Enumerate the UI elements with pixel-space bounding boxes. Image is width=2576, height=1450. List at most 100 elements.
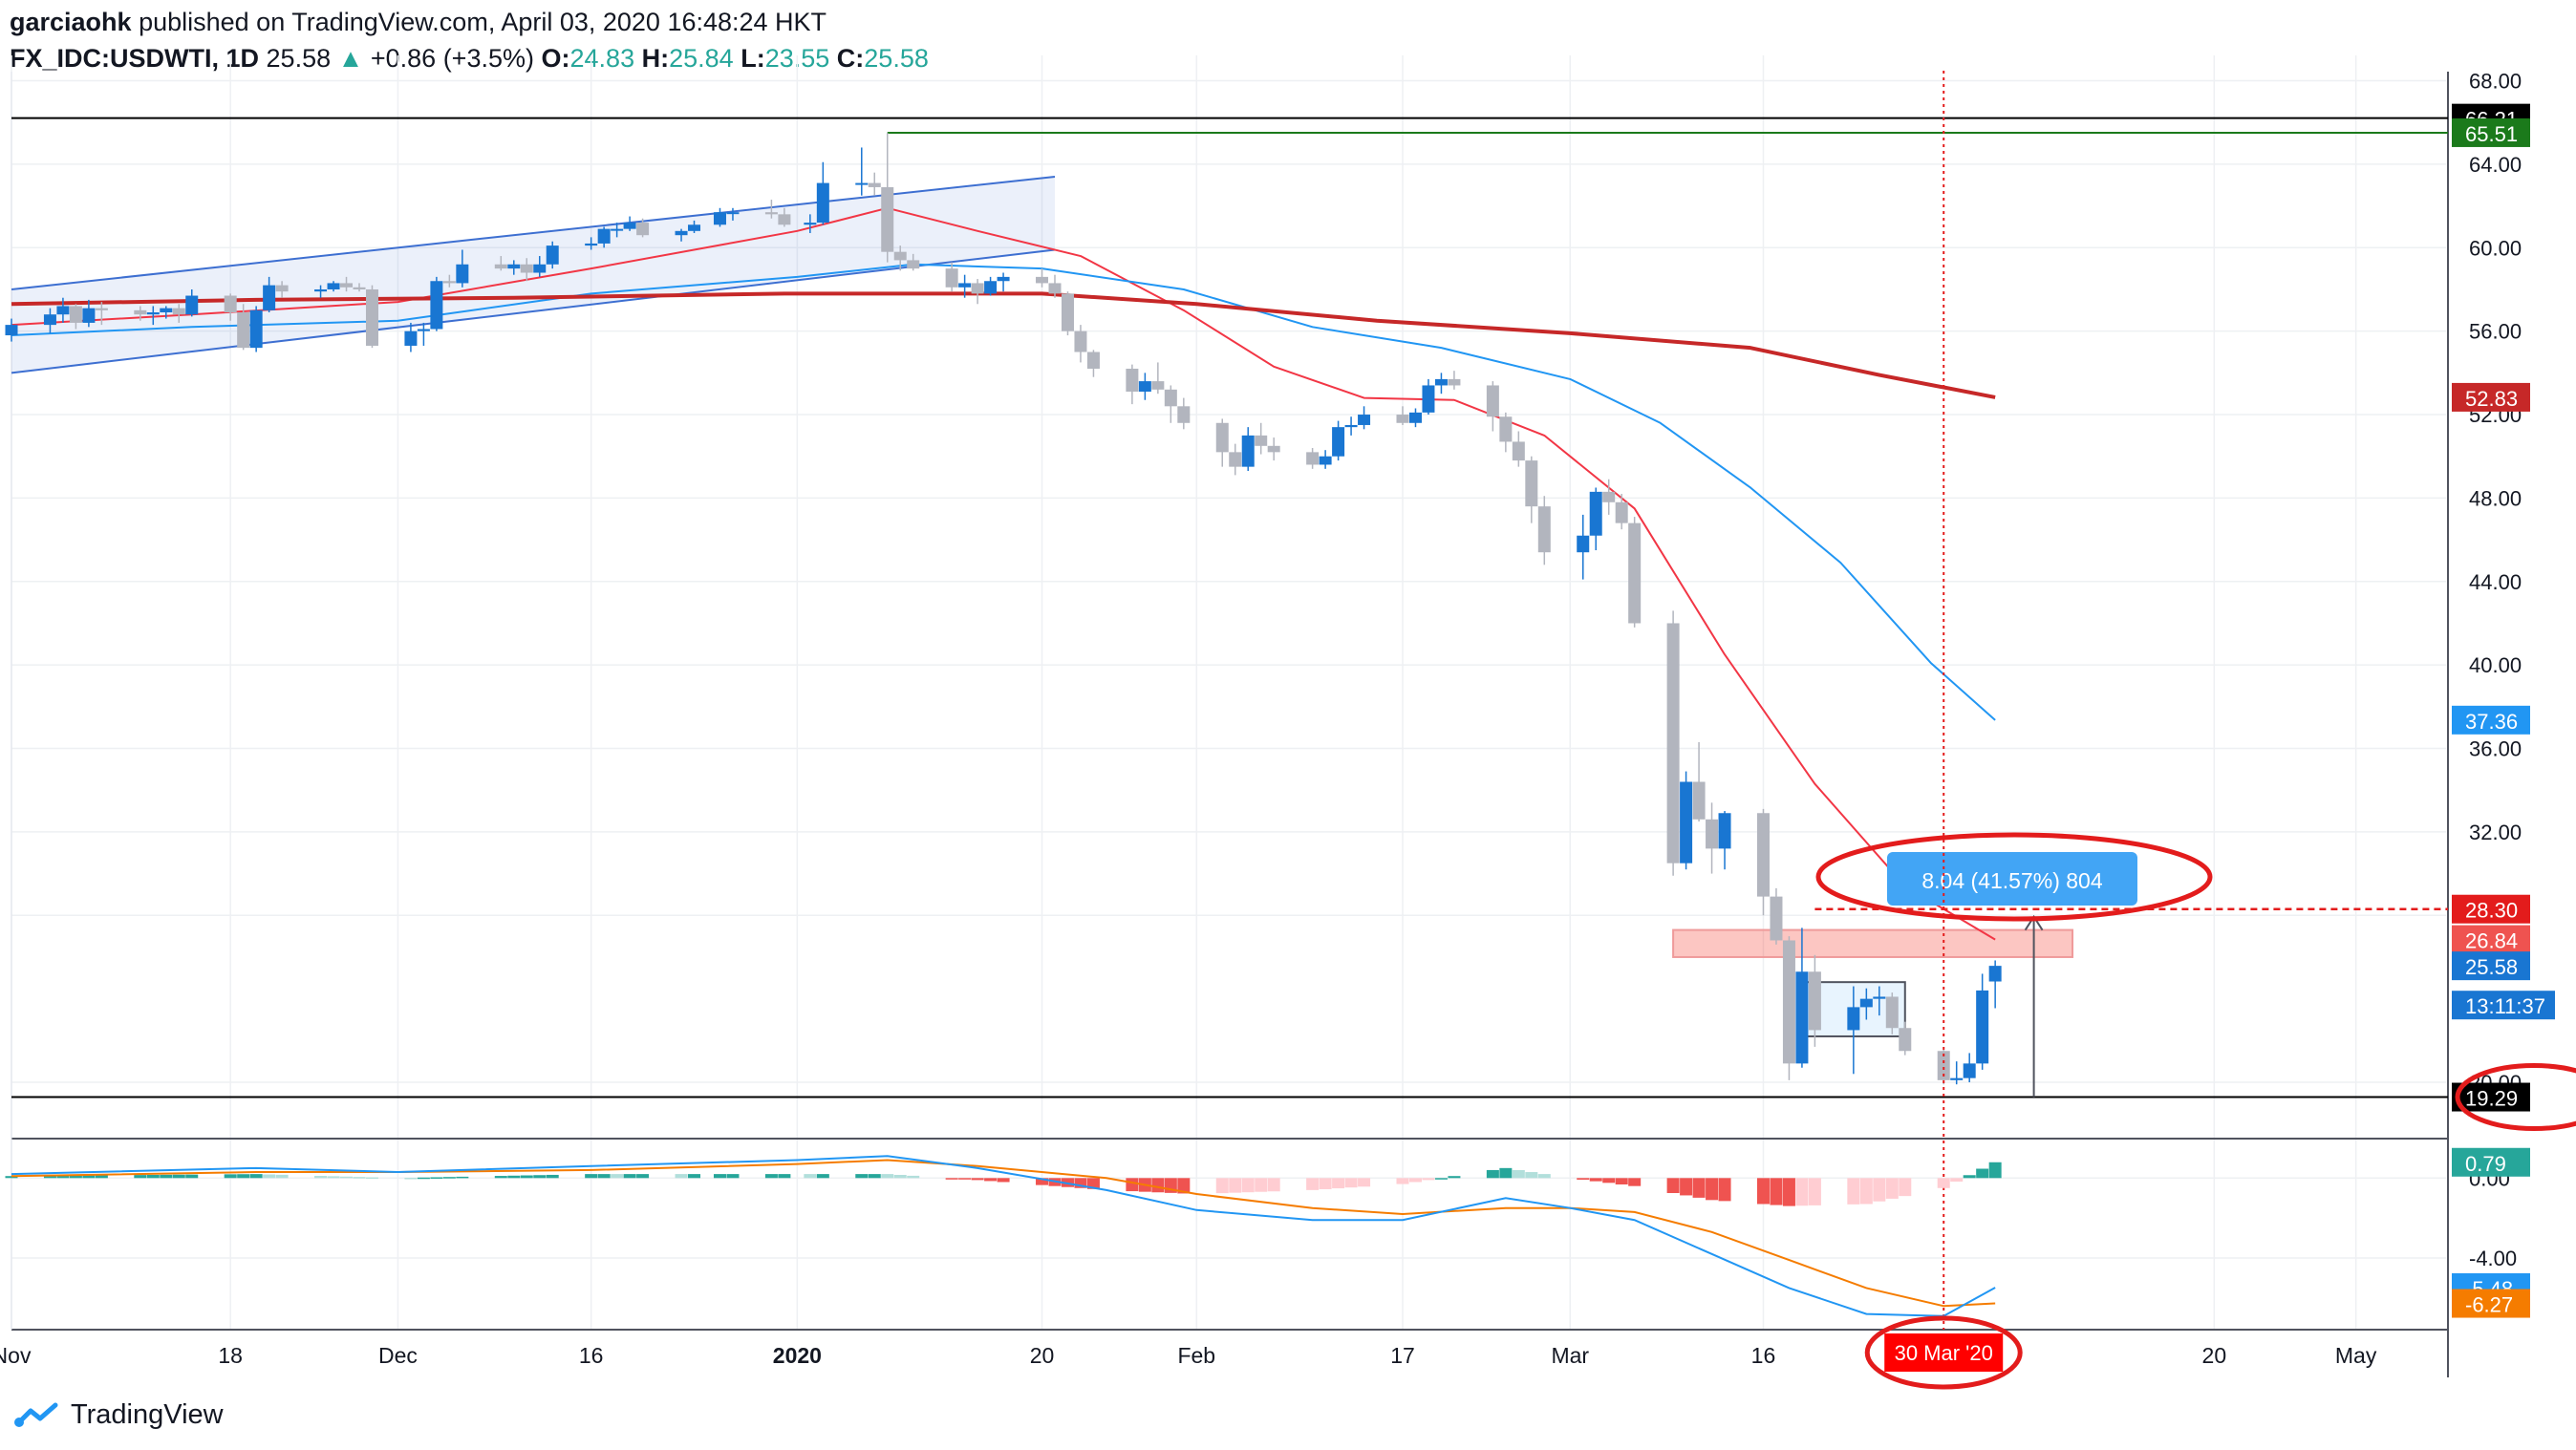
macd-histogram-bar[interactable] (623, 1174, 636, 1179)
candle-body[interactable] (1138, 381, 1151, 393)
candle-body[interactable] (1344, 424, 1358, 428)
candle-body[interactable] (327, 283, 340, 289)
candle-body[interactable] (907, 260, 920, 269)
candle-body[interactable] (958, 283, 972, 288)
candle-body[interactable] (1666, 623, 1680, 864)
macd-histogram-bar[interactable] (237, 1174, 250, 1179)
candle-body[interactable] (997, 276, 1010, 282)
candle-body[interactable] (507, 264, 521, 269)
macd-histogram-bar[interactable] (636, 1174, 650, 1179)
macd-histogram-bar[interactable] (314, 1176, 328, 1179)
macd-histogram-bar[interactable] (1344, 1178, 1358, 1188)
macd-histogram-bar[interactable] (533, 1175, 547, 1179)
macd-histogram-bar[interactable] (520, 1175, 533, 1179)
candle-body[interactable] (442, 281, 456, 284)
macd-histogram-bar[interactable] (69, 1175, 82, 1179)
macd-line[interactable] (11, 1155, 1996, 1317)
candle-body[interactable] (1988, 966, 2002, 982)
macd-histogram-bar[interactable] (456, 1176, 469, 1179)
macd-histogram-bar[interactable] (1319, 1178, 1332, 1189)
macd-histogram-bar[interactable] (726, 1174, 740, 1179)
macd-histogram-bar[interactable] (1795, 1178, 1809, 1206)
candle-body[interactable] (1126, 368, 1139, 393)
candle-body[interactable] (160, 308, 173, 313)
macd-histogram-bar[interactable] (1255, 1178, 1268, 1192)
macd-histogram-bar[interactable] (907, 1175, 920, 1179)
macd-histogram-bar[interactable] (1859, 1178, 1873, 1205)
macd-histogram-bar[interactable] (1525, 1172, 1538, 1179)
candle-body[interactable] (1512, 441, 1525, 461)
macd-histogram-bar[interactable] (1486, 1169, 1499, 1179)
macd-histogram-bar[interactable] (675, 1174, 688, 1179)
candle-body[interactable] (1306, 452, 1320, 465)
macd-histogram-bar[interactable] (263, 1174, 276, 1179)
candle-body[interactable] (1602, 491, 1616, 502)
candle-body[interactable] (533, 264, 547, 273)
macd-histogram-bar[interactable] (1499, 1167, 1513, 1179)
candle-body[interactable] (1589, 491, 1602, 536)
candle-body[interactable] (185, 295, 199, 315)
macd-histogram-bar[interactable] (1937, 1178, 1950, 1188)
macd-histogram-bar[interactable] (1692, 1178, 1706, 1198)
candle-body[interactable] (816, 182, 829, 224)
candle-body[interactable] (1164, 389, 1177, 407)
candle-body[interactable] (546, 245, 559, 265)
candle-body[interactable] (1332, 427, 1345, 457)
macd-histogram-bar[interactable] (160, 1174, 173, 1179)
candle-body[interactable] (275, 285, 289, 292)
candle-body[interactable] (5, 325, 18, 336)
macd-histogram-bar[interactable] (804, 1174, 817, 1179)
macd-histogram-bar[interactable] (1434, 1178, 1448, 1180)
candle-body[interactable] (764, 212, 778, 215)
macd-histogram-bar[interactable] (611, 1174, 624, 1179)
candle-body[interactable] (1847, 1007, 1860, 1031)
macd-histogram-bar[interactable] (1666, 1178, 1680, 1193)
macd-histogram-bar[interactable] (1628, 1178, 1642, 1186)
candle-body[interactable] (1177, 406, 1191, 423)
macd-histogram-bar[interactable] (945, 1178, 958, 1180)
candle-body[interactable] (636, 223, 650, 236)
candle-body[interactable] (1241, 435, 1255, 467)
macd-histogram-bar[interactable] (1577, 1178, 1590, 1180)
candle-body[interactable] (1808, 971, 1821, 1031)
candle-body[interactable] (893, 251, 907, 261)
macd-histogram-bar[interactable] (1215, 1178, 1229, 1194)
macd-histogram-bar[interactable] (430, 1177, 443, 1179)
macd-histogram-bar[interactable] (868, 1174, 881, 1179)
candle-body[interactable] (1074, 331, 1087, 352)
candle-body[interactable] (1036, 276, 1049, 284)
macd-histogram-bar[interactable] (494, 1176, 507, 1179)
macd-histogram-bar[interactable] (984, 1178, 998, 1182)
channel-upper-line[interactable] (11, 176, 1056, 290)
macd-histogram-bar[interactable] (1074, 1178, 1087, 1188)
candle-body[interactable] (611, 228, 624, 231)
macd-histogram-bar[interactable] (365, 1177, 378, 1180)
candle-body[interactable] (1628, 522, 1642, 624)
candle-body[interactable] (1215, 422, 1229, 453)
candle-body[interactable] (365, 288, 378, 346)
candle-body[interactable] (1486, 385, 1499, 417)
candle-body[interactable] (984, 281, 998, 294)
candle-body[interactable] (1950, 1077, 1964, 1080)
candle-body[interactable] (1537, 506, 1551, 553)
candle-body[interactable] (1795, 971, 1809, 1064)
candle-body[interactable] (56, 306, 70, 315)
candle-body[interactable] (1048, 283, 1062, 294)
candle-body[interactable] (585, 243, 598, 246)
macd-histogram-bar[interactable] (417, 1177, 430, 1180)
candle-body[interactable] (237, 312, 250, 349)
candle-body[interactable] (597, 228, 611, 244)
macd-histogram-bar[interactable] (688, 1174, 701, 1179)
macd-histogram-bar[interactable] (275, 1174, 289, 1179)
macd-histogram-bar[interactable] (1512, 1169, 1525, 1179)
candle-body[interactable] (713, 212, 726, 225)
candle-body[interactable] (249, 309, 263, 349)
macd-histogram-bar[interactable] (893, 1175, 907, 1179)
candle-body[interactable] (1408, 412, 1422, 423)
candle-body[interactable] (146, 312, 160, 315)
macd-histogram-bar[interactable] (1899, 1178, 1912, 1197)
candle-body[interactable] (172, 308, 185, 315)
macd-histogram-bar[interactable] (958, 1178, 972, 1180)
resistance-zone[interactable] (1672, 928, 2074, 958)
macd-histogram-bar[interactable] (1950, 1178, 1964, 1183)
